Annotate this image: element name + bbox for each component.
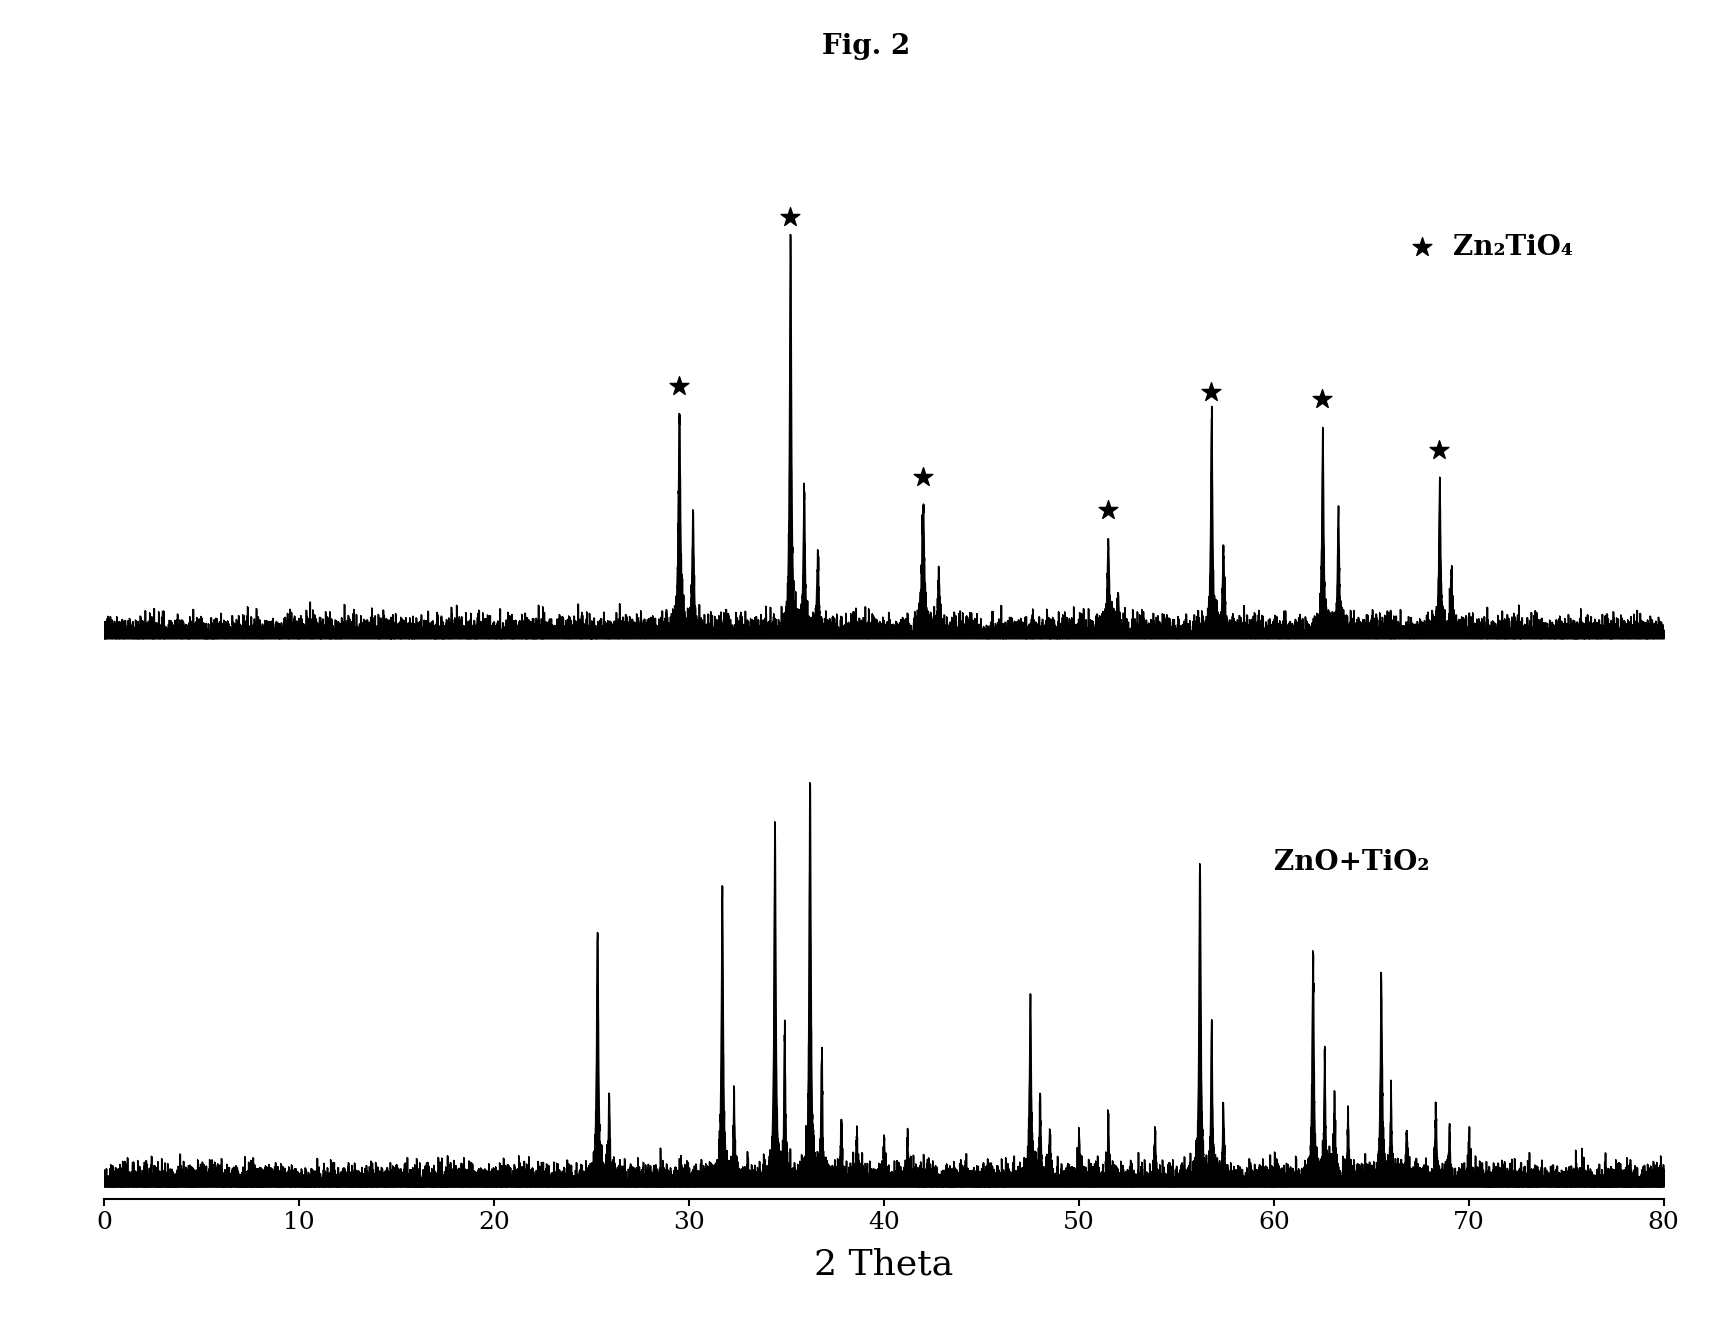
Point (1093, 500, 1121, 521)
Point (107, 313, 135, 334)
Text: Zn₂TiO₄: Zn₂TiO₄ (1451, 233, 1573, 261)
Point (1425, 440, 1453, 461)
Point (1308, 388, 1335, 409)
Point (776, 206, 804, 228)
Point (1197, 381, 1225, 402)
X-axis label: 2 Theta: 2 Theta (814, 1248, 953, 1281)
Text: ZnO+TiO₂: ZnO+TiO₂ (1273, 848, 1429, 876)
Point (908, 466, 935, 488)
Point (665, 374, 693, 396)
Text: Fig. 2: Fig. 2 (823, 33, 909, 60)
